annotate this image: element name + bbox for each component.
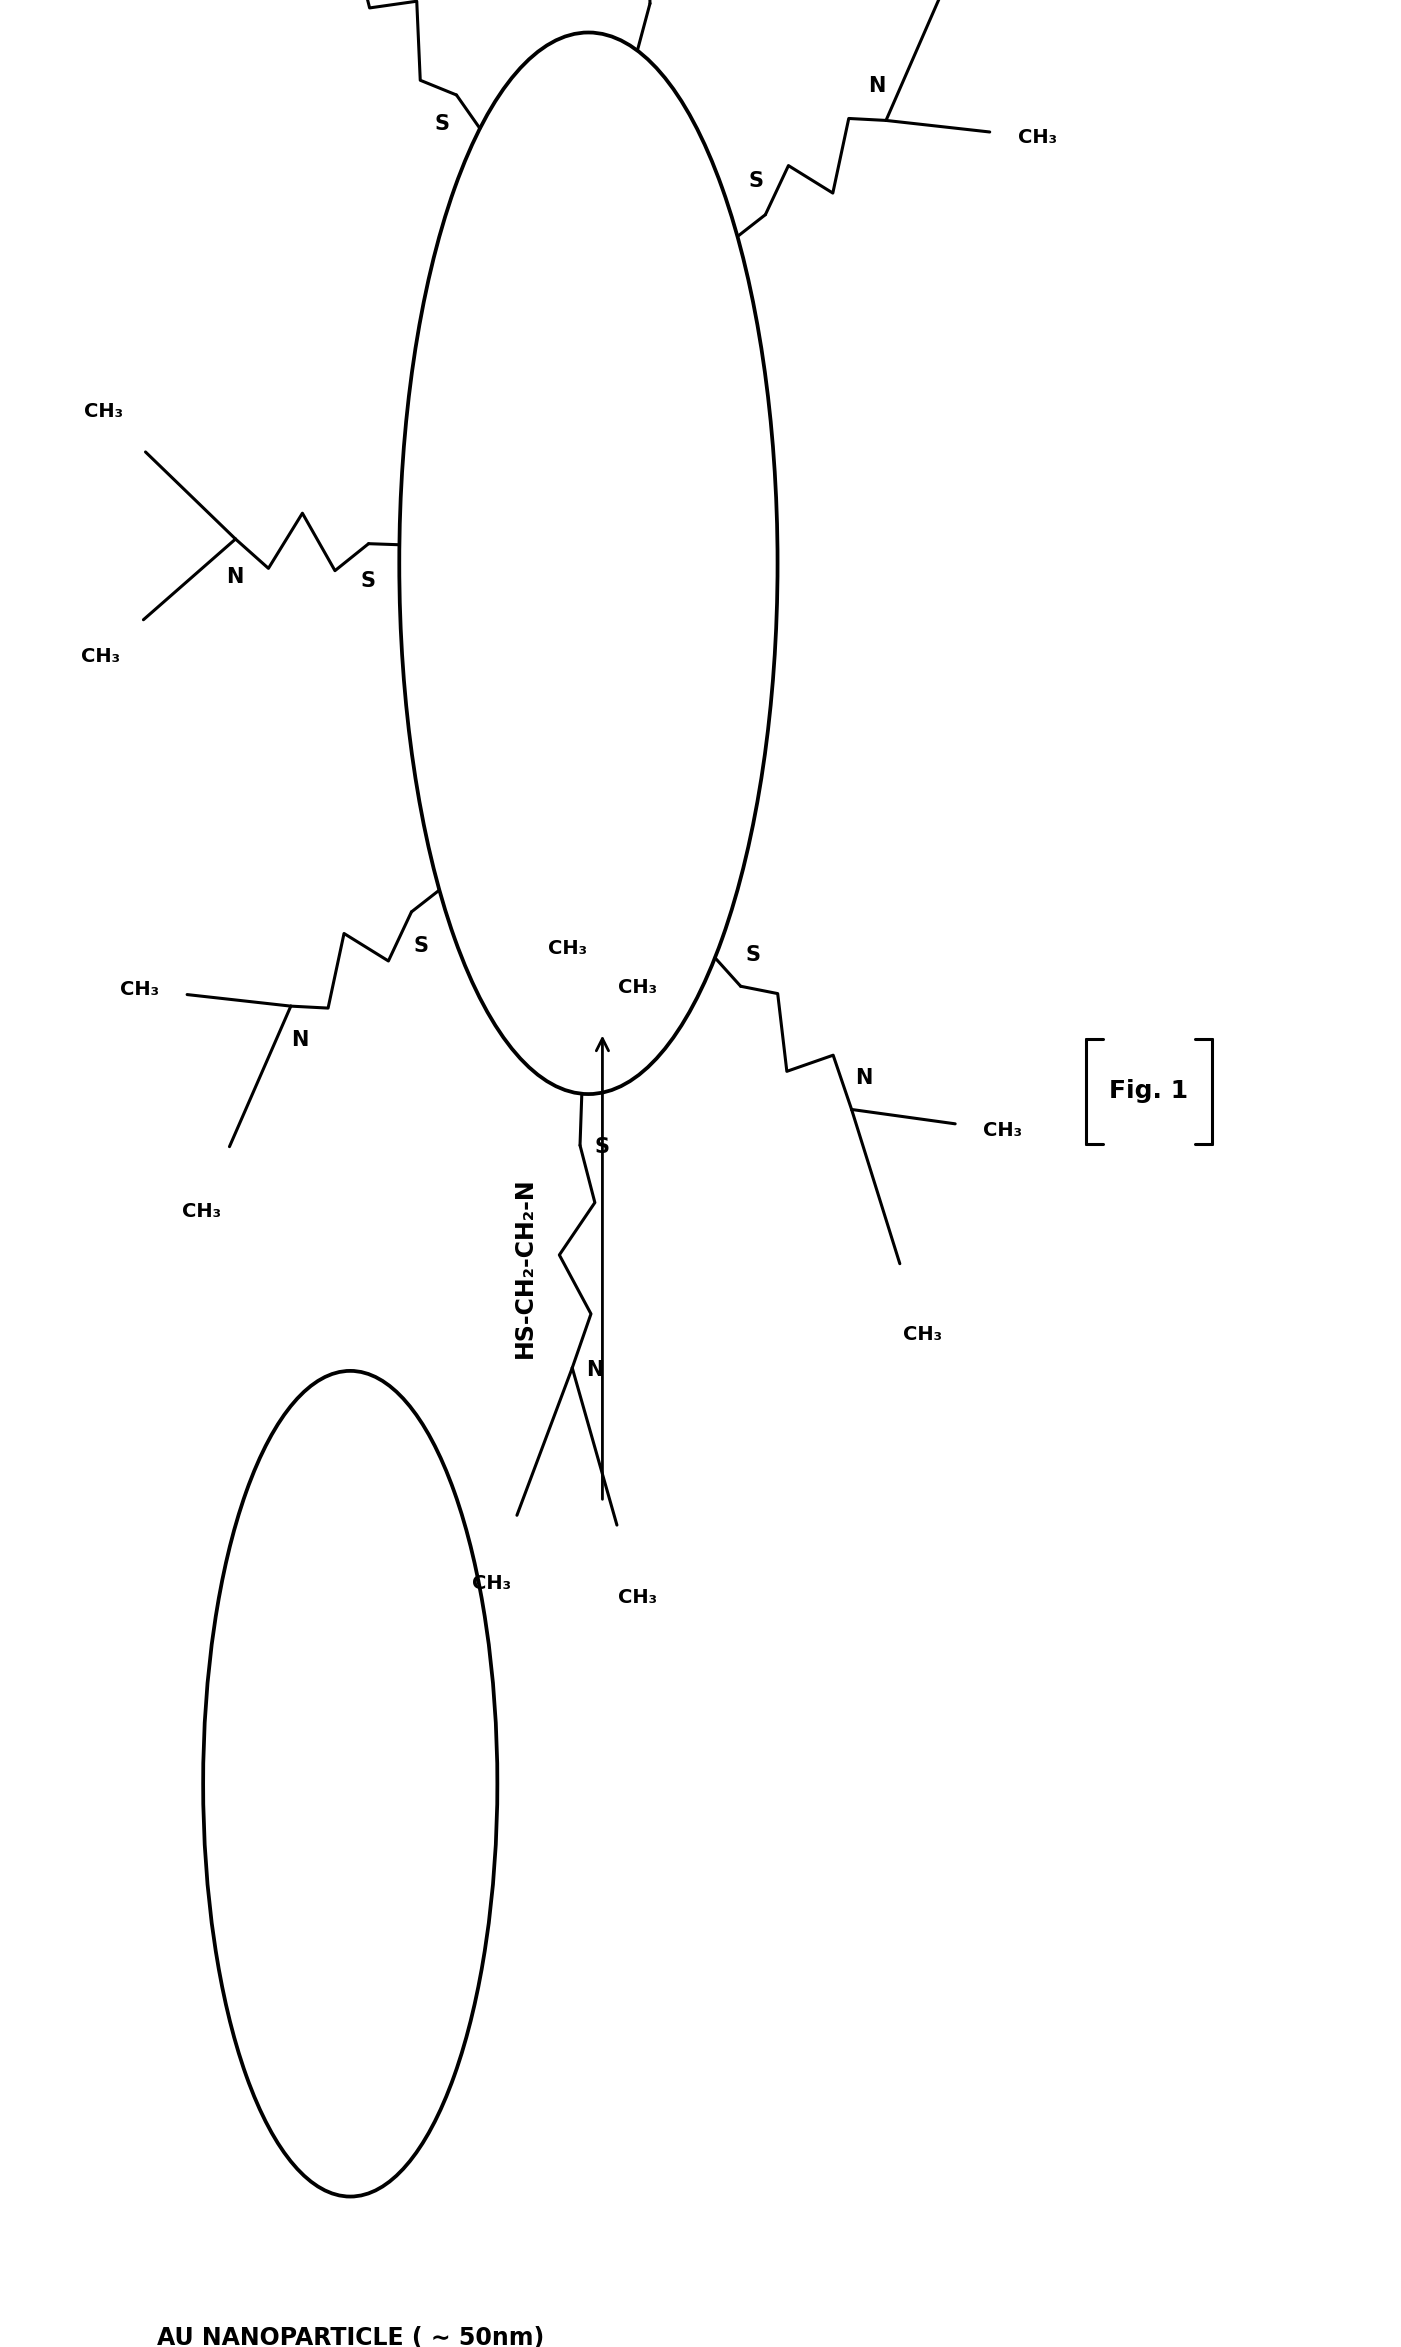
Text: CH₃: CH₃	[182, 1202, 220, 1220]
Text: CH₃: CH₃	[618, 979, 657, 997]
Text: CH₃: CH₃	[1019, 127, 1058, 148]
Text: HS-CH₂-CH₂-N: HS-CH₂-CH₂-N	[513, 1178, 538, 1357]
Text: S: S	[745, 946, 761, 965]
Text: N: N	[586, 1359, 604, 1380]
Text: N: N	[867, 77, 885, 96]
Text: CH₃: CH₃	[984, 1122, 1023, 1141]
Text: S: S	[595, 1138, 609, 1157]
Text: S: S	[434, 113, 450, 134]
Text: N: N	[227, 566, 244, 587]
Text: Fig. 1: Fig. 1	[1110, 1080, 1188, 1103]
Text: CH₃: CH₃	[902, 1326, 941, 1345]
Text: S: S	[360, 570, 375, 591]
Text: CH₃: CH₃	[81, 648, 120, 667]
Text: S: S	[748, 171, 764, 190]
Text: CH₃: CH₃	[119, 979, 158, 1000]
Text: CH₃: CH₃	[472, 1575, 511, 1594]
Text: CH₃: CH₃	[548, 939, 587, 958]
Text: CH₃: CH₃	[618, 1589, 657, 1608]
Text: AU NANOPARTICLE ( ∼ 50nm): AU NANOPARTICLE ( ∼ 50nm)	[157, 2326, 544, 2347]
Text: CH₃: CH₃	[84, 401, 123, 420]
Text: S: S	[413, 936, 429, 955]
Text: N: N	[291, 1030, 310, 1049]
Text: N: N	[855, 1068, 873, 1089]
